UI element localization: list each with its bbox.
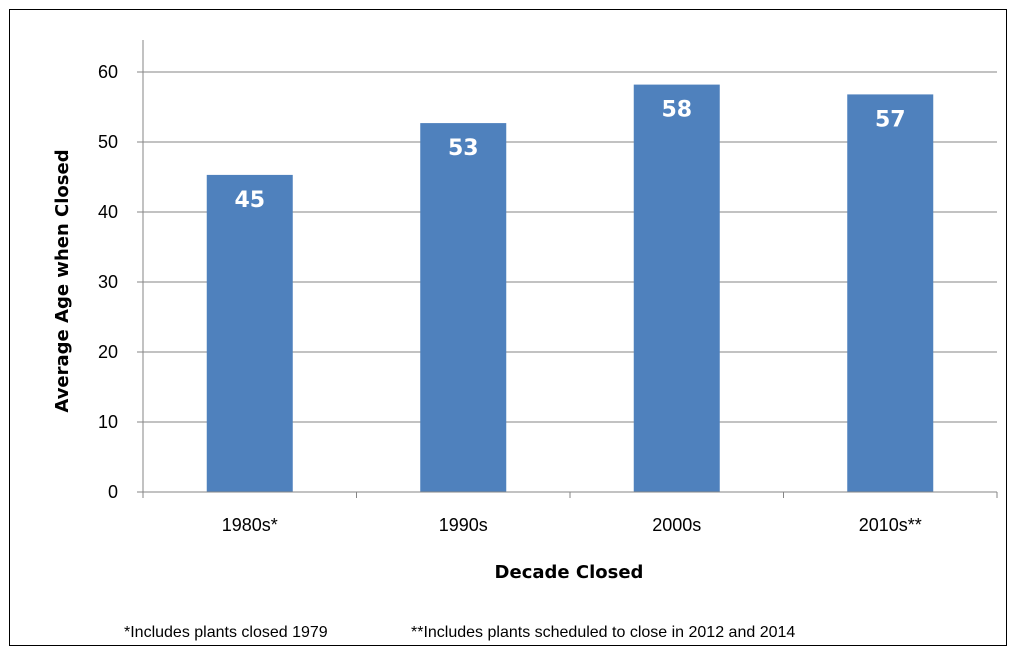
x-tick-label-2: 2000s (652, 515, 701, 535)
x-tick-label-3: 2010s** (859, 515, 922, 535)
data-label-2: 58 (661, 98, 692, 123)
y-tick-label-30: 30 (98, 272, 118, 292)
y-tick-labels: 0 10 20 30 40 50 60 (98, 62, 118, 502)
data-label-3: 57 (875, 107, 906, 132)
y-tick-label-60: 60 (98, 62, 118, 82)
x-axis-title: Decade Closed (495, 562, 644, 583)
bars (206, 84, 934, 493)
y-tick-label-20: 20 (98, 342, 118, 362)
y-tick-label-40: 40 (98, 202, 118, 222)
data-label-1: 53 (448, 136, 479, 161)
chart-frame (9, 9, 1007, 646)
footnote-2010s: **Includes plants scheduled to close in … (411, 624, 795, 641)
bar-3 (847, 94, 934, 493)
bar-2 (633, 84, 720, 492)
x-tick-labels: 1980s* 1990s 2000s 2010s** (222, 515, 922, 535)
x-tick-label-1: 1990s (439, 515, 488, 535)
data-label-0: 45 (234, 188, 265, 213)
y-tick-label-50: 50 (98, 132, 118, 152)
x-tick-label-0: 1980s* (222, 515, 278, 535)
y-axis-title: Average Age when Closed (52, 149, 73, 412)
bar-0 (206, 174, 293, 492)
y-tick-label-10: 10 (98, 412, 118, 432)
axes (137, 40, 998, 498)
data-labels: 45 53 58 57 (234, 98, 905, 213)
y-tick-label-0: 0 (108, 482, 118, 502)
bar-1 (420, 123, 507, 492)
footnote-1980s: *Includes plants closed 1979 (124, 624, 328, 641)
